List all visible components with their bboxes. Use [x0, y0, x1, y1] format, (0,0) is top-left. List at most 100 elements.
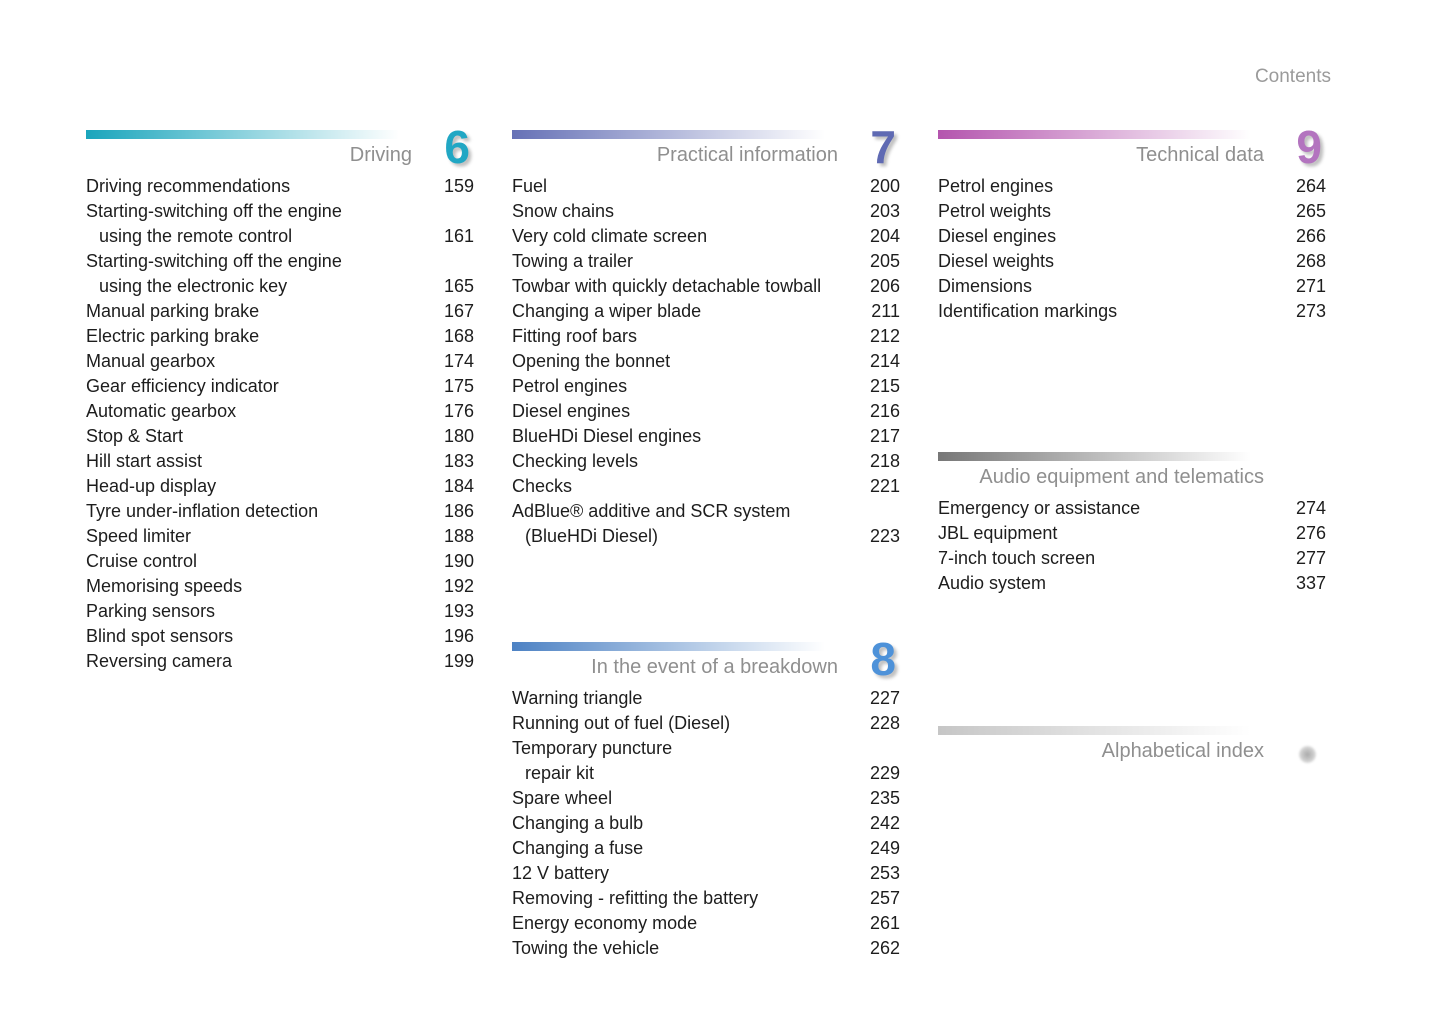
section-technical-data: Technical data 9 Petrol engines 264 Petr…	[938, 124, 1326, 324]
toc-entry: Running out of fuel (Diesel) 228	[512, 711, 900, 736]
toc-entry-list: Warning triangle 227 Running out of fuel…	[512, 686, 900, 961]
toc-entry: Cruise control 190	[86, 549, 474, 574]
toc-entry-label: Fuel	[512, 174, 862, 199]
toc-entry-label-line2: using the remote control	[99, 226, 293, 246]
section-number: 9	[1296, 121, 1322, 173]
toc-entry-label: Dimensions	[938, 274, 1288, 299]
toc-entry-page-number: 265	[1295, 201, 1326, 221]
toc-entry-label: Petrol engines	[938, 174, 1288, 199]
toc-entry-page-number: 190	[443, 551, 474, 571]
toc-entry-page-number: 227	[869, 688, 900, 708]
toc-entry-label: Diesel engines	[512, 399, 862, 424]
toc-entry-page-number: 217	[869, 426, 900, 446]
toc-entry-page-number: 228	[869, 713, 900, 733]
section-title: Audio equipment and telematics	[979, 466, 1264, 488]
faded-dot-icon	[1299, 746, 1316, 763]
toc-entry-label: Automatic gearbox	[86, 399, 436, 424]
toc-entry-label: Towbar with quickly detachable towball	[512, 274, 862, 299]
section-header: Practical information 7	[512, 124, 900, 174]
section-number: 7	[870, 121, 896, 173]
toc-entry-page-number: 221	[869, 476, 900, 496]
toc-entry-label-line1: BlueHDi Diesel engines	[512, 426, 702, 446]
toc-entry-label-line1: Manual parking brake	[86, 301, 260, 321]
toc-entry-label-line2: (BlueHDi Diesel)	[525, 526, 659, 546]
toc-entry-label-line2: repair kit	[525, 763, 595, 783]
toc-entry-page-number: 184	[443, 476, 474, 496]
section-accent-bar	[512, 130, 838, 139]
toc-entry-page-number: 205	[869, 251, 900, 271]
toc-entry-label: Towing the vehicle	[512, 936, 862, 961]
toc-entry-page-number: 249	[869, 838, 900, 858]
toc-entry-page-number: 165	[443, 276, 474, 296]
toc-entry-label-line1: Cruise control	[86, 551, 198, 571]
toc-entry-label-line1: Starting-switching off the engine	[86, 201, 342, 221]
toc-entry: Stop & Start 180	[86, 424, 474, 449]
toc-entry-page-number: 271	[1295, 276, 1326, 296]
toc-entry: Opening the bonnet 214	[512, 349, 900, 374]
toc-entry-list: Emergency or assistance 274 JBL equipmen…	[938, 496, 1326, 596]
toc-entry-label: Blind spot sensors	[86, 624, 436, 649]
toc-entry-page-number: 337	[1295, 573, 1326, 593]
column-technical-audio-index: Technical data 9 Petrol engines 264 Petr…	[938, 124, 1326, 770]
toc-entry-label: Changing a bulb	[512, 811, 862, 836]
toc-entry: Manual parking brake 167	[86, 299, 474, 324]
toc-entry: Emergency or assistance 274	[938, 496, 1326, 521]
toc-entry-label-line1: Automatic gearbox	[86, 401, 237, 421]
toc-entry-label-line1: Driving recommendations	[86, 176, 291, 196]
toc-entry-label: Head-up display	[86, 474, 436, 499]
toc-entry-page-number: 215	[869, 376, 900, 396]
toc-entry-label: Temporary puncture repair kit	[512, 736, 862, 786]
section-header: Driving 6	[86, 124, 474, 174]
toc-entry-label-line1: Checking levels	[512, 451, 639, 471]
toc-entry-page-number: 242	[869, 813, 900, 833]
section-accent-bar	[938, 452, 1264, 461]
toc-entry-label: Stop & Start	[86, 424, 436, 449]
toc-entry-label: Towing a trailer	[512, 249, 862, 274]
toc-entry-label-line1: Diesel engines	[938, 226, 1057, 246]
toc-entry: Changing a fuse 249	[512, 836, 900, 861]
section-driving: Driving 6 Driving recommendations 159 St…	[86, 124, 474, 674]
toc-entry-page-number: 168	[443, 326, 474, 346]
toc-entry-label: 7-inch touch screen	[938, 546, 1288, 571]
toc-entry-label-line1: Diesel weights	[938, 251, 1055, 271]
toc-entry: Manual gearbox 174	[86, 349, 474, 374]
toc-entry-page-number: 203	[869, 201, 900, 221]
toc-entry: Audio system 337	[938, 571, 1326, 596]
toc-entry-page-number: 277	[1295, 548, 1326, 568]
section-accent-bar	[938, 130, 1264, 139]
toc-entry-label: Opening the bonnet	[512, 349, 862, 374]
toc-entry-label-line1: Running out of fuel (Diesel)	[512, 713, 731, 733]
toc-entry-label-line1: Towing a trailer	[512, 251, 634, 271]
toc-entry-page-number: 196	[443, 626, 474, 646]
toc-entry-page-number: 266	[1295, 226, 1326, 246]
toc-entry-label: Hill start assist	[86, 449, 436, 474]
toc-entry-label: Reversing camera	[86, 649, 436, 674]
toc-entry: Starting-switching off the engine using …	[86, 249, 474, 299]
toc-entry-page-number: 176	[443, 401, 474, 421]
toc-entry-label-line1: Dimensions	[938, 276, 1033, 296]
toc-entry: Diesel engines 266	[938, 224, 1326, 249]
toc-entry-label-line1: AdBlue® additive and SCR system	[512, 501, 791, 521]
toc-entry-label-line1: Opening the bonnet	[512, 351, 671, 371]
toc-entry-label-line1: Warning triangle	[512, 688, 643, 708]
toc-entry: Hill start assist 183	[86, 449, 474, 474]
toc-entry-label-line1: Identification markings	[938, 301, 1118, 321]
toc-entry: Automatic gearbox 176	[86, 399, 474, 424]
section-title: Practical information	[656, 144, 838, 166]
toc-entry-label: JBL equipment	[938, 521, 1288, 546]
toc-entry-page-number: 253	[869, 863, 900, 883]
toc-entry-page-number: 174	[443, 351, 474, 371]
toc-entry-page-number: 175	[443, 376, 474, 396]
toc-entry-list: Petrol engines 264 Petrol weights 265 Di…	[938, 174, 1326, 324]
toc-entry-label: Memorising speeds	[86, 574, 436, 599]
toc-entry-page-number: 229	[869, 763, 900, 783]
toc-entry-label-line1: Electric parking brake	[86, 326, 260, 346]
toc-entry-label: Driving recommendations	[86, 174, 436, 199]
toc-entry-page-number: 257	[869, 888, 900, 908]
toc-entry: Towing the vehicle 262	[512, 936, 900, 961]
toc-entry: Petrol weights 265	[938, 199, 1326, 224]
toc-entry: BlueHDi Diesel engines 217	[512, 424, 900, 449]
toc-entry: Parking sensors 193	[86, 599, 474, 624]
section-header: Audio equipment and telematics	[938, 452, 1326, 496]
